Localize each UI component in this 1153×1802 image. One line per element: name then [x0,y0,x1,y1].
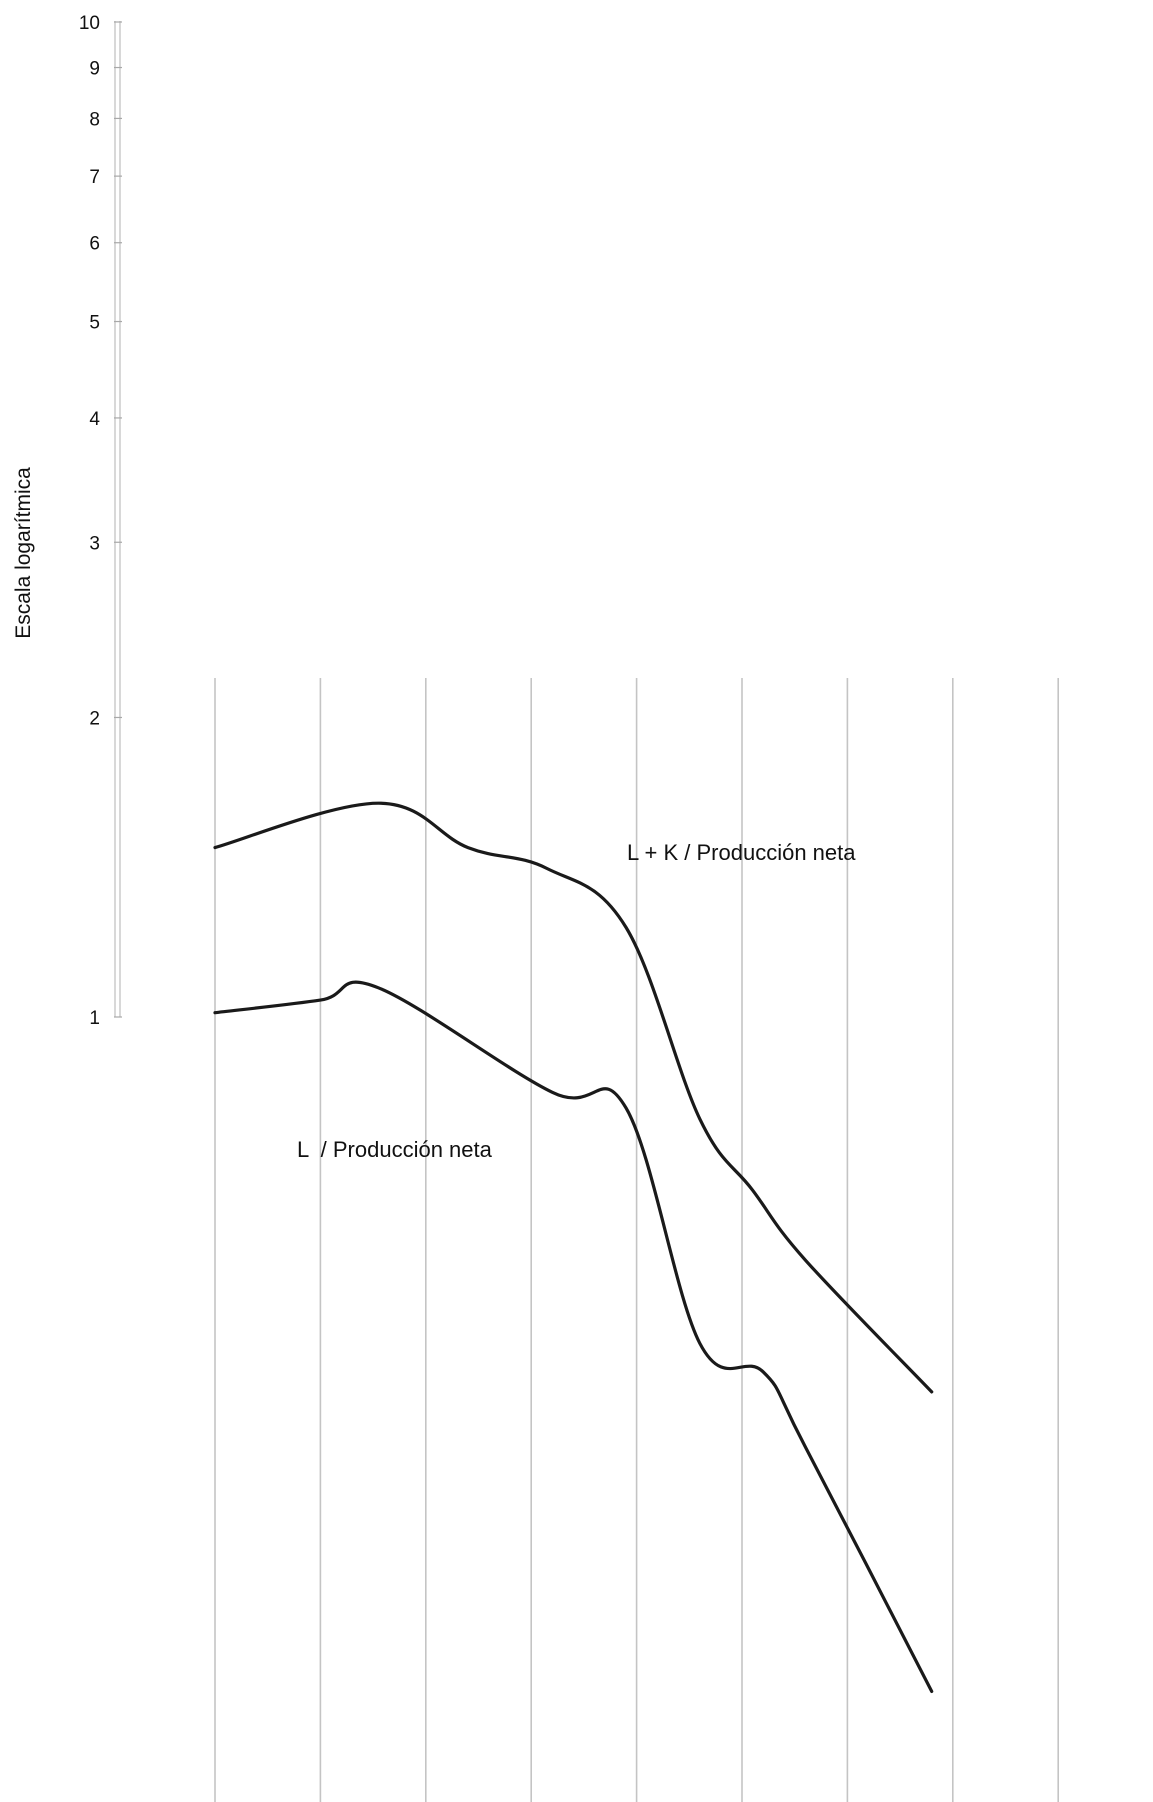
series-layer [213,801,934,1693]
y-tick-label: 3 [89,533,100,554]
y-tick-label: 4 [89,409,100,430]
series-line [213,801,934,1394]
y-tick-label: 8 [89,109,100,130]
y-axis-title: Escala logarítmica [12,467,35,639]
series-labels: L + K / Producción neta L / Producción ne… [297,840,856,1162]
y-tick-label: 7 [89,167,100,188]
y-tick-label: 2 [89,708,100,729]
y-tick-label: 9 [89,59,100,80]
y-tick-label: 1 [89,1008,100,1029]
series-line [213,980,934,1693]
y-tick-label: 6 [89,234,100,255]
y-axis: 1 2 3 4 5 6 7 8 9 10 [79,13,122,1029]
vertical-gridlines [214,678,1059,1802]
series-label: L + K / Producción neta [627,840,856,865]
series-label: L / Producción neta [297,1137,493,1162]
y-tick-label: 10 [79,13,100,34]
y-tick-label: 5 [89,313,100,334]
